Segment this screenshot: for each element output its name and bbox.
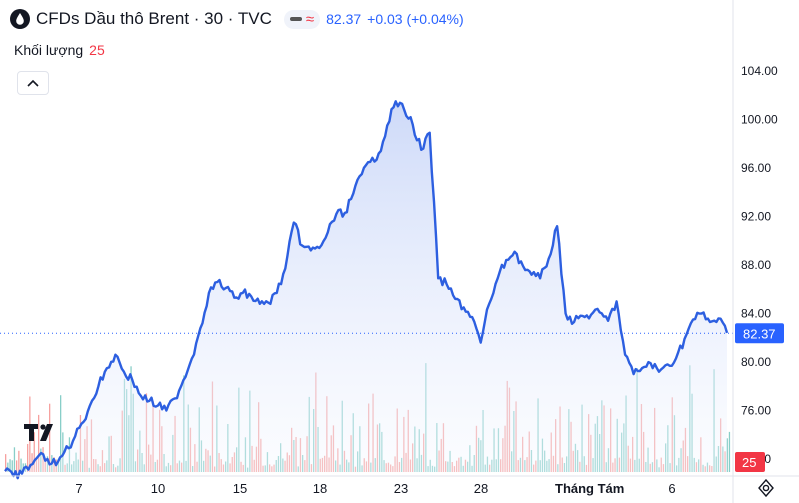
- volume-label: Khối lượng: [14, 42, 84, 58]
- current-price-label: 82.37: [743, 326, 776, 341]
- volume-bar: [7, 462, 9, 472]
- settings-icon[interactable]: [756, 478, 776, 498]
- x-tick-label: 7: [75, 481, 82, 496]
- volume-legend: Khối lượng 25: [14, 42, 105, 58]
- volume-bar: [60, 395, 62, 472]
- line-mode-icon: [289, 17, 302, 21]
- volume-bar: [38, 414, 40, 472]
- volume-bar: [9, 459, 11, 472]
- x-tick-label: Tháng Tám: [555, 481, 624, 496]
- y-tick-label: 80.00: [741, 355, 771, 369]
- x-tick-label: 15: [233, 481, 247, 496]
- oil-drop-icon: [10, 9, 30, 29]
- volume-bar: [5, 454, 7, 472]
- x-tick-label: 23: [394, 481, 408, 496]
- price-line[interactable]: [4, 100, 729, 480]
- x-tick-label: 10: [151, 481, 165, 496]
- volume-value: 25: [89, 42, 105, 58]
- wave-icon: ≈: [305, 10, 315, 28]
- y-tick-label: 96.00: [741, 161, 771, 175]
- y-tick-label: 92.00: [741, 210, 771, 224]
- volume-bar: [16, 460, 18, 472]
- collapse-legend-button[interactable]: [17, 71, 49, 95]
- volume-tag: [735, 452, 765, 472]
- y-tick-label: 84.00: [741, 307, 771, 321]
- volume-bar: [27, 444, 29, 472]
- volume-tag-label: 25: [742, 455, 756, 470]
- chevron-up-icon: [27, 79, 39, 87]
- volume-bar: [11, 460, 13, 472]
- volume-bar: [13, 447, 16, 472]
- y-tick-label: 100.00: [741, 113, 778, 127]
- symbol-title[interactable]: CFDs Dầu thô Brent · 30 · TVC: [36, 9, 272, 28]
- price-area: [5, 101, 727, 479]
- volume-bar: [62, 432, 64, 472]
- y-tick-label: 76.00: [741, 404, 771, 418]
- tradingview-logo[interactable]: [24, 421, 60, 445]
- y-tick-label: 88.00: [741, 258, 771, 272]
- price-change: +0.03 (+0.04%): [367, 11, 464, 27]
- volume-bar: [33, 432, 35, 472]
- chart-header: CFDs Dầu thô Brent · 30 · TVC ≈ 82.37 +0…: [10, 9, 464, 29]
- last-price: 82.37: [326, 11, 362, 27]
- chart-mode-toggle[interactable]: ≈: [283, 9, 321, 29]
- current-price-tag: [735, 323, 784, 344]
- x-tick-label: 28: [474, 481, 488, 496]
- volume-bar: [726, 438, 728, 472]
- y-tick-label: 104.00: [741, 64, 778, 78]
- volume-bar: [728, 431, 731, 472]
- x-tick-label: 6: [668, 481, 675, 496]
- volume-bar: [49, 403, 51, 472]
- x-tick-label: 18: [313, 481, 327, 496]
- volume-bar: [18, 450, 20, 472]
- volume-bar: [20, 458, 22, 472]
